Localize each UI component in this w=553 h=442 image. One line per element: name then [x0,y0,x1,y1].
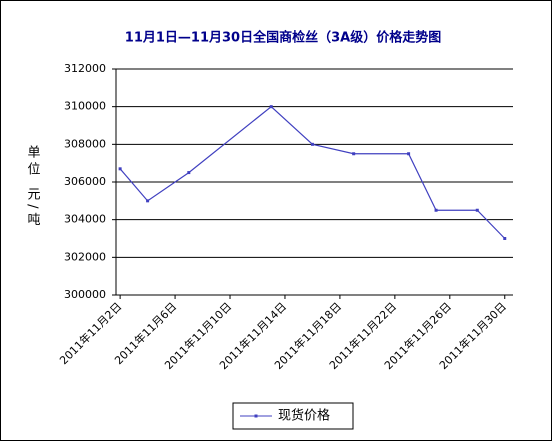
legend-marker [254,414,258,418]
y-tick-label: 302000 [64,250,106,263]
point [310,142,314,146]
point [407,152,411,156]
point [352,152,356,156]
point [503,237,507,240]
y-tick-label: 310000 [64,100,106,113]
y-tick-label: 312000 [64,62,106,75]
y-tick-label: 306000 [64,175,106,188]
y-axis-label: 单位 元/吨 [25,145,41,230]
legend-label: 现货价格 [278,408,330,424]
point [434,208,438,212]
y-tick-label: 304000 [64,213,106,226]
point [269,105,273,109]
line [119,105,506,239]
y-tick-label: 300000 [64,288,106,301]
chart-title: 11月1日—11月30日全国商检丝（3A级）价格走势图 [125,30,441,46]
point [187,171,191,175]
point [118,167,122,171]
point [146,199,150,203]
point [475,208,479,212]
y-tick-label: 308000 [64,137,106,150]
